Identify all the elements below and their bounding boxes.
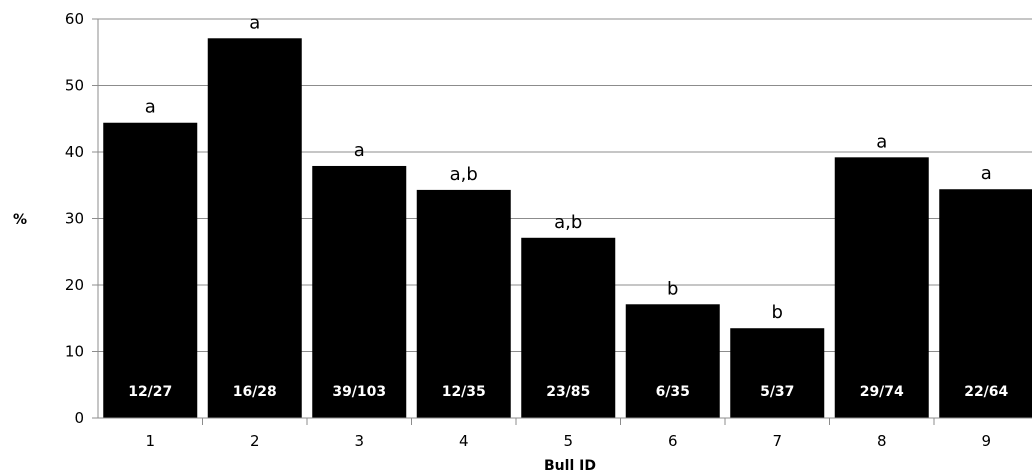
y-tick-label: 30	[65, 210, 84, 228]
axes	[92, 18, 1032, 425]
significance-label: a	[249, 12, 260, 33]
significance-label: a,b	[554, 212, 582, 233]
x-tick-label: 2	[250, 432, 260, 450]
x-tick-label: 6	[668, 432, 678, 450]
bar	[312, 165, 407, 418]
significance-label: b	[772, 302, 783, 323]
bar	[207, 38, 302, 418]
x-tick-label: 7	[772, 432, 782, 450]
bar	[939, 189, 1032, 418]
count-label: 22/64	[964, 384, 1008, 400]
y-tick-label: 0	[74, 409, 84, 427]
significance-label: a,b	[450, 164, 478, 185]
x-tick-label: 1	[145, 432, 155, 450]
y-tick-label: 50	[65, 77, 84, 95]
significance-label: a	[876, 131, 887, 152]
x-tick-label: 5	[563, 432, 573, 450]
count-label: 29/74	[860, 384, 904, 400]
bar	[416, 189, 511, 418]
significance-label: a	[354, 140, 365, 161]
bars	[103, 38, 1032, 419]
x-axis-title: Bull ID	[544, 458, 596, 474]
significance-label: a	[145, 97, 156, 118]
x-tick-label: 8	[877, 432, 887, 450]
y-tick-label: 40	[65, 143, 84, 161]
y-tick-label: 20	[65, 276, 84, 294]
x-tick-label: 3	[354, 432, 364, 450]
significance-label: b	[667, 278, 678, 299]
y-tick-label: 60	[65, 10, 84, 28]
y-tick-label: 10	[65, 343, 84, 361]
count-label: 5/37	[760, 384, 794, 400]
count-label: 12/35	[442, 384, 486, 400]
bar	[625, 304, 720, 418]
count-label: 39/103	[332, 384, 386, 400]
count-label: 12/27	[128, 384, 172, 400]
y-axis-title: %	[13, 212, 27, 228]
bar	[103, 122, 198, 419]
x-tick-label: 4	[459, 432, 469, 450]
count-label: 16/28	[233, 384, 277, 400]
count-label: 23/85	[546, 384, 590, 400]
x-tick-label: 9	[981, 432, 991, 450]
count-label: 6/35	[656, 384, 690, 400]
bar	[730, 328, 825, 418]
significance-label: a	[981, 163, 992, 184]
bar	[834, 157, 929, 418]
labels: 0 10 20 30 40 50 60 1 a 12/27 2 a 16/28 3 a 39/103 4 a,b 1…	[65, 10, 1009, 450]
bar	[521, 237, 616, 418]
